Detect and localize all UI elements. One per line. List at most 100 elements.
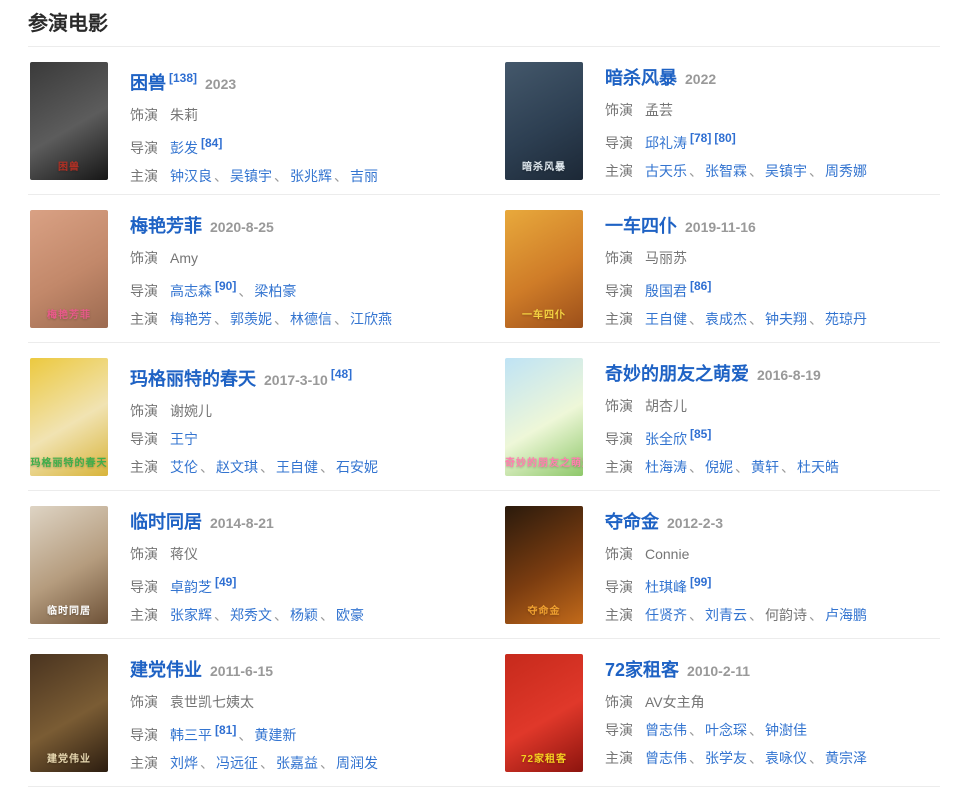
director-ref-sup[interactable]: [86] (690, 279, 712, 293)
cast-link[interactable]: 任贤齐 (645, 606, 687, 623)
cast-link[interactable]: 杜海涛 (645, 458, 687, 475)
movie-title-link[interactable]: 梅艳芳菲 (130, 216, 202, 236)
director-link[interactable]: 梁柏豪 (254, 282, 297, 299)
cast-link[interactable]: 杨颖 (290, 606, 318, 623)
director-link[interactable]: 叶念琛 (705, 722, 747, 738)
movie-poster[interactable]: 梅艳芳菲 (30, 210, 108, 328)
director-ref-sup[interactable]: [90] (215, 279, 237, 293)
cast-link[interactable]: 钟夫翔 (765, 310, 807, 327)
movie-title-line: 72家租客 2010-2-11 (605, 659, 867, 682)
movie-poster[interactable]: 一车四仆 (505, 210, 583, 328)
movie-title-link[interactable]: 玛格丽特的春天 (130, 369, 256, 389)
movie-title-link[interactable]: 临时同居 (130, 512, 202, 532)
cast-link[interactable]: 郑秀文 (230, 606, 272, 623)
movie-poster[interactable]: 临时同居 (30, 506, 108, 624)
role-name: 袁世凯七姨太 (170, 694, 254, 710)
date-ref-sup[interactable]: [48] (330, 367, 353, 381)
director-ref-sup[interactable]: [49] (215, 575, 237, 589)
movie-title-link[interactable]: 暗杀风暴 (605, 68, 677, 88)
cast-link[interactable]: 江欣燕 (350, 310, 392, 327)
cast-link[interactable]: 冯远征 (216, 754, 258, 771)
movie-title-link[interactable]: 72家租客 (605, 660, 680, 680)
movie-title-link[interactable]: 建党伟业 (130, 660, 202, 680)
movie-poster[interactable]: 暗杀风暴 (505, 62, 583, 180)
director-ref-sup[interactable]: [99] (690, 575, 712, 589)
cast-line: 主演 钟汉良、吴镇宇、张兆辉、吉丽 (130, 162, 378, 190)
cast-link[interactable]: 吉丽 (350, 167, 378, 184)
title-ref-sup[interactable]: [138] (169, 71, 198, 85)
name-separator: 、 (689, 458, 703, 475)
director-line: 导演 王宁 (130, 425, 378, 453)
cast-link[interactable]: 张嘉益 (276, 754, 318, 771)
movie-poster[interactable]: 夺命金 (505, 506, 583, 624)
cast-link[interactable]: 曾志伟 (645, 750, 687, 766)
cast-link[interactable]: 吴镇宇 (765, 162, 807, 179)
movie-poster[interactable]: 玛格丽特的春天 (30, 358, 108, 476)
cast-link[interactable]: 林德信 (290, 310, 332, 327)
cast-link[interactable]: 王自健 (276, 459, 318, 475)
name-separator: 、 (238, 282, 253, 299)
movie-poster[interactable]: 困兽 (30, 62, 108, 180)
cast-link[interactable]: 周秀娜 (825, 162, 867, 179)
director-link[interactable]: 张全欣 (645, 430, 687, 447)
release-date: 2017-3-10 (264, 372, 328, 388)
director-link[interactable]: 彭发 (170, 139, 198, 156)
director-link[interactable]: 曾志伟 (645, 722, 687, 738)
role-name: 朱莉 (170, 107, 198, 123)
cast-link[interactable]: 倪妮 (705, 458, 733, 475)
movie-title-line: 玛格丽特的春天 2017-3-10 [48] (130, 363, 378, 391)
name-separator: 、 (334, 310, 348, 327)
movie-title-link[interactable]: 一车四仆 (605, 216, 677, 236)
director-link[interactable]: 高志森 (170, 282, 212, 299)
cast-link[interactable]: 袁咏仪 (765, 750, 807, 766)
director-link[interactable]: 钟澍佳 (765, 722, 807, 738)
cast-link[interactable]: 刘青云 (705, 606, 747, 623)
cast-link[interactable]: 石安妮 (336, 459, 378, 475)
cast-link[interactable]: 苑琼丹 (825, 310, 867, 327)
cast-link[interactable]: 黄宗泽 (825, 750, 867, 766)
cast-link[interactable]: 张学友 (705, 750, 747, 766)
movie-poster[interactable]: 建党伟业 (30, 654, 108, 772)
cast-link[interactable]: 赵文琪 (216, 459, 258, 475)
movie-poster[interactable]: 72家租客 (505, 654, 583, 772)
cast-link[interactable]: 王自健 (645, 310, 687, 327)
cast-link[interactable]: 吴镇宇 (230, 167, 272, 184)
director-link[interactable]: 殷国君 (645, 282, 687, 299)
cast-link[interactable]: 郭羡妮 (230, 310, 272, 327)
cast-link[interactable]: 张智霖 (705, 162, 747, 179)
cast-link[interactable]: 卢海鹏 (825, 606, 867, 623)
director-link[interactable]: 邱礼涛 (645, 134, 687, 151)
cast-link[interactable]: 张家辉 (170, 606, 212, 623)
director-ref-sup[interactable]: [78] (690, 131, 712, 145)
cast-link[interactable]: 袁成杰 (705, 310, 747, 327)
cast-link[interactable]: 周润发 (336, 754, 378, 771)
director-ref-sup[interactable]: [80] (714, 131, 736, 145)
poster-title-text: 72家租客 (520, 754, 568, 765)
cast-link[interactable]: 欧豪 (336, 606, 364, 623)
director-link[interactable]: 黄建新 (254, 726, 297, 743)
role-name: 蒋仪 (170, 546, 198, 562)
director-link[interactable]: 王宁 (170, 431, 198, 447)
cast-link[interactable]: 梅艳芳 (170, 310, 212, 327)
cast-link[interactable]: 张兆辉 (290, 167, 332, 184)
movie-title-link[interactable]: 困兽 (130, 73, 166, 93)
movie-title-link[interactable]: 奇妙的朋友之萌爱 (605, 364, 749, 384)
director-ref-sup[interactable]: [81] (215, 723, 237, 737)
cast-link[interactable]: 钟汉良 (170, 167, 212, 184)
cast-link[interactable]: 刘烨 (170, 754, 198, 771)
cast-link[interactable]: 艾伦 (170, 459, 198, 475)
director-link[interactable]: 韩三平 (170, 726, 212, 743)
director-ref-sup[interactable]: [84] (201, 136, 223, 150)
name-separator: 、 (200, 459, 214, 475)
director-link[interactable]: 卓韵芝 (170, 578, 212, 595)
role-line: 饰演 蒋仪 (130, 540, 364, 568)
movie-title-link[interactable]: 夺命金 (605, 512, 659, 532)
movie-poster[interactable]: 奇妙的朋友之萌爱 (505, 358, 583, 476)
cast-link[interactable]: 黄轩 (751, 458, 779, 475)
director-link[interactable]: 杜琪峰 (645, 578, 687, 595)
director-label: 导演 (605, 282, 633, 299)
director-ref-sup[interactable]: [85] (690, 427, 712, 441)
movie-info: 暗杀风暴 2022 饰演 孟芸 导演 邱礼涛 [78] [80] 主演 古天乐、张智霖、吴镇… (605, 62, 867, 194)
cast-link[interactable]: 杜天皓 (797, 458, 839, 475)
cast-link[interactable]: 古天乐 (645, 162, 687, 179)
